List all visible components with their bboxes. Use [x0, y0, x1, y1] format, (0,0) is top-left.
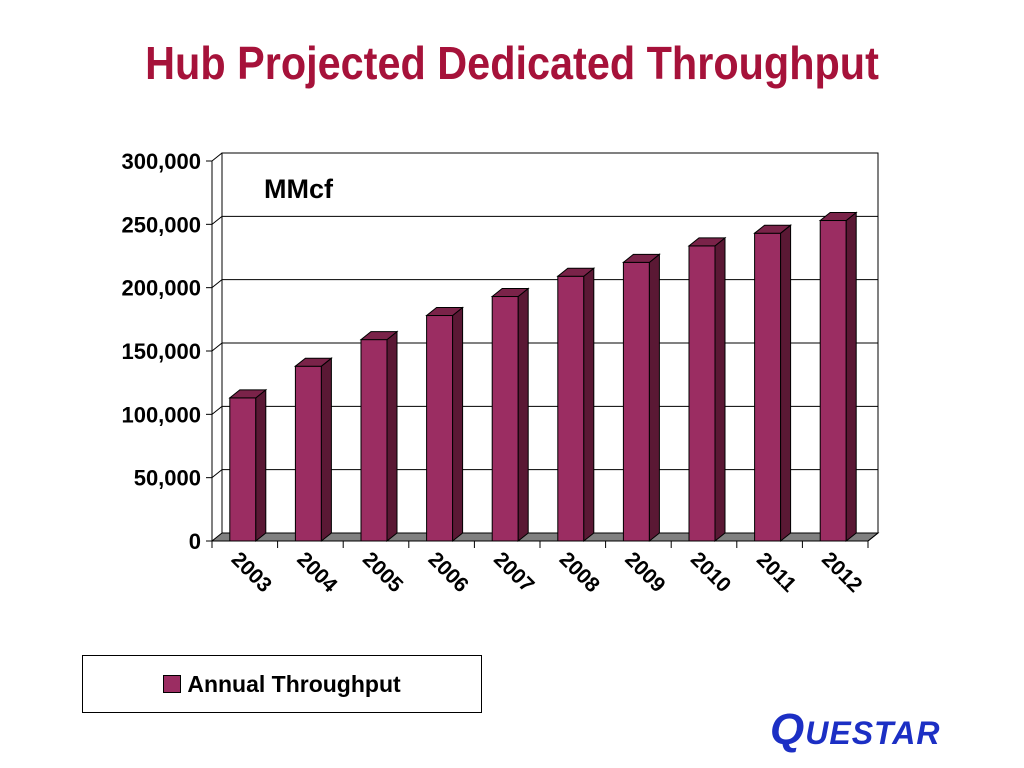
- x-tick-label: 2012: [817, 548, 866, 597]
- bar-side: [386, 330, 398, 543]
- x-tick-label: 2005: [358, 548, 408, 598]
- x-tick-label: 2008: [555, 548, 605, 598]
- y-tick-label: 200,000: [121, 276, 201, 301]
- bar-top: [293, 357, 333, 367]
- bar: [687, 236, 727, 543]
- bar-top: [753, 224, 793, 234]
- x-tick-label: 2004: [292, 548, 342, 598]
- bar-front: [229, 397, 257, 542]
- bar: [556, 267, 596, 543]
- bar: [359, 330, 399, 543]
- legend: Annual Throughput: [82, 655, 482, 713]
- bar-front: [426, 315, 454, 542]
- bar: [818, 211, 858, 543]
- legend-label: Annual Throughput: [187, 670, 401, 697]
- y-tick-label: 100,000: [121, 402, 201, 427]
- gridline: [211, 215, 878, 225]
- x-tick-label: 2009: [620, 548, 669, 597]
- bar-side: [648, 253, 660, 543]
- bar: [621, 253, 661, 543]
- bar-top: [556, 267, 596, 277]
- gridline: [211, 152, 878, 162]
- questar-logo: QUESTAR: [770, 705, 941, 754]
- bar-side: [517, 287, 529, 543]
- bar-top: [621, 253, 661, 263]
- unit-annotation: MMcf: [264, 174, 334, 204]
- bar-top: [359, 331, 399, 341]
- bar: [228, 388, 268, 543]
- x-axis: 2003 2004 2005 2006 2007 2008 2009 2010 2011 2012: [211, 532, 879, 598]
- y-tick-label: 150,000: [121, 339, 201, 364]
- bar: [293, 357, 333, 543]
- bar: [490, 287, 530, 543]
- y-tick-label: 250,000: [121, 212, 201, 237]
- bar-front: [819, 220, 847, 542]
- legend-swatch: [163, 675, 182, 693]
- y-axis: 0 50,000 100,000 150,000 200,000 250,000 300,0…: [121, 149, 213, 554]
- x-tick-label: 2006: [424, 548, 473, 597]
- x-tick-label: 2011: [752, 548, 801, 597]
- bar-side: [845, 211, 857, 543]
- bars: [228, 211, 858, 543]
- bar-front: [754, 232, 782, 542]
- bar: [753, 224, 793, 543]
- bar-side: [714, 236, 726, 543]
- bar-top: [687, 237, 727, 247]
- slide-title: Hub Projected Dedicated Throughput: [145, 37, 879, 89]
- bar-top: [490, 288, 530, 298]
- bar-front: [360, 339, 388, 542]
- bar-side: [255, 388, 267, 543]
- bar-side: [320, 357, 332, 543]
- bar-front: [491, 296, 519, 542]
- x-tick-label: 2007: [489, 548, 538, 597]
- y-tick-label: 0: [189, 529, 201, 554]
- x-tick-label: 2010: [686, 548, 735, 597]
- x-tick-label: 2003: [227, 548, 276, 597]
- bar: [425, 306, 465, 543]
- bar-side: [583, 267, 595, 543]
- y-tick-label: 50,000: [134, 466, 201, 491]
- x-axis-end: [867, 532, 879, 542]
- bar-top: [228, 389, 268, 399]
- bar-side: [452, 306, 464, 543]
- bar-front: [557, 275, 585, 542]
- bar-top: [818, 212, 858, 222]
- bar-side: [780, 224, 792, 543]
- bar-front: [622, 261, 650, 542]
- bar-top: [425, 307, 465, 317]
- y-tick-label: 300,000: [121, 149, 201, 174]
- bar-front: [688, 245, 716, 542]
- bar-front: [294, 365, 322, 542]
